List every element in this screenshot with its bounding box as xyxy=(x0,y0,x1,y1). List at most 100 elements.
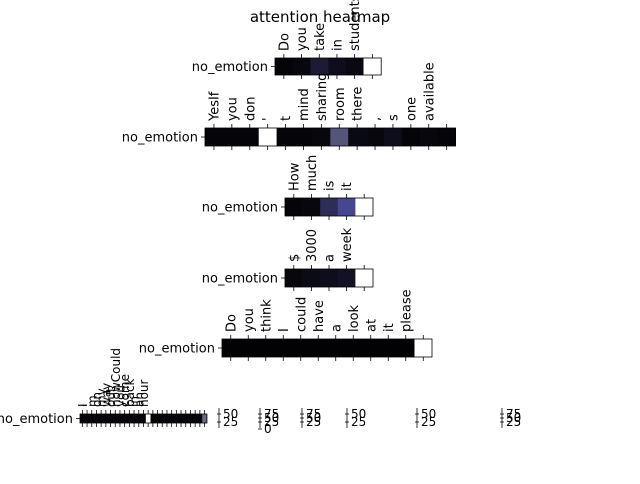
heatmap-cell xyxy=(302,198,321,216)
colorbar-label-upper: 75 xyxy=(306,407,321,421)
heatmap-cell xyxy=(275,58,293,75)
heatmap-cell xyxy=(355,269,374,287)
colorbar-label-extra: 0 xyxy=(264,422,272,436)
chart-title: attention heatmap xyxy=(250,8,390,26)
heatmap-cell xyxy=(366,128,385,146)
heatmap-cell xyxy=(169,414,175,423)
colorbar-label-upper: 50 xyxy=(421,407,436,421)
token-label: Do xyxy=(224,314,239,332)
token-label: a xyxy=(329,324,344,332)
heatmap-row-6: no_emotion I'monmywayoutnowCouldyoucomeba… xyxy=(0,348,208,427)
token-label: take xyxy=(313,23,328,51)
heatmap-cell xyxy=(419,128,438,146)
heatmap-cell xyxy=(127,414,132,423)
token-label: a xyxy=(323,254,338,262)
token-label: don xyxy=(243,97,258,121)
token-label: in xyxy=(128,396,142,407)
colorbar-label-middle: 50 xyxy=(264,411,279,425)
heatmap-cell xyxy=(310,58,329,75)
heatmap-cell xyxy=(164,414,170,423)
token-label: YesIf xyxy=(207,91,222,122)
heatmap-cell xyxy=(155,414,161,423)
heatmap-cell xyxy=(178,414,184,423)
heatmap-row-1: no_emotion Do you take in students xyxy=(192,0,382,79)
heatmap-cell xyxy=(384,128,403,146)
heatmap-cell xyxy=(285,198,303,216)
token-label: an xyxy=(132,392,146,407)
token-label: week xyxy=(340,227,355,262)
colorbar-label-lower: 25 xyxy=(223,415,238,429)
heatmap-cell xyxy=(94,414,100,423)
token-label: $ xyxy=(287,254,302,262)
heatmap-cell xyxy=(108,414,114,423)
token-label: you xyxy=(113,385,127,407)
heatmap-cell xyxy=(345,58,364,75)
heatmap-cell xyxy=(312,128,331,146)
heatmap-cell xyxy=(240,128,259,146)
heatmap-cell xyxy=(309,339,328,357)
token-label: you xyxy=(225,97,240,121)
heatmap-cell xyxy=(205,128,224,146)
heatmap-cell xyxy=(222,339,240,357)
heatmap-cell xyxy=(320,198,339,216)
heatmap-cell xyxy=(328,58,347,75)
row-label: no_emotion xyxy=(202,201,278,216)
heatmap-cell xyxy=(379,339,398,357)
colorbar-label-upper: 75 xyxy=(506,407,521,421)
token-label: way xyxy=(99,383,113,407)
colorbar-label-lower: 25 xyxy=(351,415,366,429)
token-label: available xyxy=(422,62,437,121)
heatmap-cell xyxy=(320,269,339,287)
token-label: I xyxy=(76,403,90,407)
colorbar-label-lower: 25 xyxy=(264,415,279,429)
heatmap-cell xyxy=(159,414,165,423)
token-label: it xyxy=(340,182,355,191)
token-label: room xyxy=(333,87,348,121)
token-label: back xyxy=(123,378,137,407)
token-label: nowCould xyxy=(109,348,123,407)
heatmap-row-2: no_emotion YesIf you don ' t mind sharing room th… xyxy=(122,62,457,150)
token-label: it xyxy=(382,323,397,332)
row-label: no_emotion xyxy=(0,412,73,427)
heatmap-cell xyxy=(131,414,137,423)
heatmap-cell xyxy=(327,339,345,357)
heatmap-cell xyxy=(150,414,156,423)
heatmap-cell xyxy=(337,198,356,216)
heatmap-cell xyxy=(145,414,151,423)
token-label: 3000 xyxy=(305,229,320,262)
token-label: I xyxy=(277,328,292,332)
row-label: no_emotion xyxy=(192,60,268,75)
heatmap-cell xyxy=(174,414,179,423)
token-label: mind xyxy=(297,88,312,121)
token-label: at xyxy=(364,319,379,332)
heatmap-cell xyxy=(98,414,104,423)
token-label: have xyxy=(312,300,327,332)
token-label: out xyxy=(104,387,118,407)
heatmap-cell xyxy=(192,414,198,423)
heatmap-cell xyxy=(202,414,208,423)
colorbar-label-lower: 25 xyxy=(421,415,436,429)
token-label: my xyxy=(95,388,109,407)
heatmap-cell xyxy=(239,339,258,357)
token-label: in xyxy=(330,39,345,51)
heatmap-cell xyxy=(188,414,194,423)
colorbar-label-middle: 50 xyxy=(306,411,321,425)
colorbar-label-upper: 50 xyxy=(223,407,238,421)
heatmap-cell xyxy=(276,128,295,146)
token-label: students xyxy=(348,0,363,51)
heatmap-cell xyxy=(292,339,310,357)
heatmap-cell xyxy=(112,414,118,423)
token-label: one xyxy=(404,97,419,121)
token-label: think xyxy=(259,299,274,332)
heatmap-cell xyxy=(330,128,349,146)
heatmap-cell xyxy=(183,414,189,423)
token-label: on xyxy=(90,392,104,407)
colorbar-label-lower: 25 xyxy=(306,415,321,429)
heatmap-row-3: no_emotion How much is it xyxy=(202,155,374,220)
token-label: look xyxy=(347,304,362,332)
